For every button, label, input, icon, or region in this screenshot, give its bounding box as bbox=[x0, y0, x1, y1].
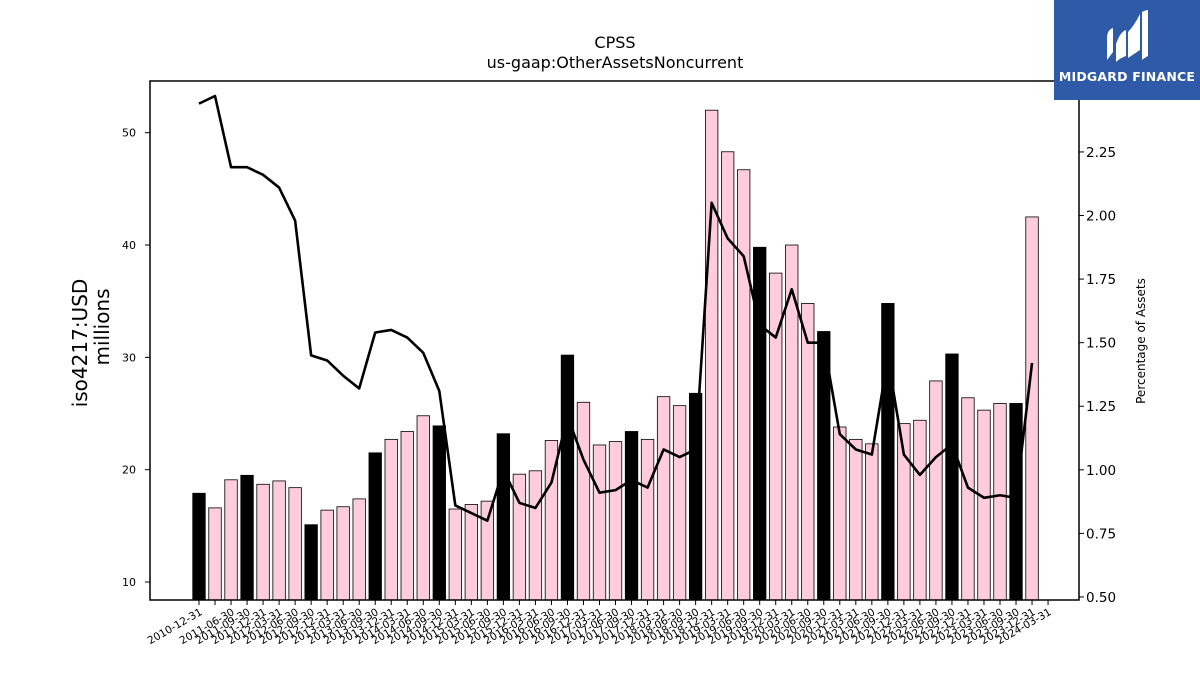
bar bbox=[560, 354, 575, 601]
midgard-m-logo-icon bbox=[1107, 10, 1148, 62]
y2-tick-label: 2.00 bbox=[1086, 209, 1116, 225]
bar bbox=[737, 169, 751, 601]
bar bbox=[496, 433, 511, 601]
y-tick-label: 30 bbox=[122, 351, 136, 364]
bar bbox=[272, 480, 286, 601]
bar bbox=[1009, 403, 1023, 601]
y-axis-right: 0.50 0.75 1.00 1.25 1.50 1.75 2.00 2.25 bbox=[1079, 145, 1116, 606]
bar bbox=[256, 483, 270, 601]
bar bbox=[945, 353, 959, 601]
bar bbox=[288, 487, 302, 601]
bar bbox=[224, 479, 238, 601]
y2-tick-label: 1.00 bbox=[1086, 463, 1116, 479]
bar bbox=[528, 470, 543, 601]
x-axis: 2010-12-312011-06-302011-09-302011-12-31… bbox=[146, 600, 1054, 647]
bar bbox=[448, 508, 462, 601]
bar bbox=[352, 498, 366, 601]
y-tick-label: 50 bbox=[122, 127, 136, 140]
y-tick-label: 10 bbox=[122, 576, 136, 589]
bar bbox=[480, 500, 495, 601]
y2-tick-label: 2.25 bbox=[1086, 145, 1116, 161]
series-line bbox=[198, 94, 1034, 522]
bar bbox=[849, 438, 863, 601]
bar bbox=[881, 303, 895, 601]
bar bbox=[929, 380, 943, 601]
bar bbox=[576, 401, 591, 601]
y2-tick-label: 0.50 bbox=[1086, 590, 1116, 606]
y2-tick-label: 1.50 bbox=[1086, 336, 1116, 352]
bar bbox=[592, 444, 607, 601]
y-tick-label: 40 bbox=[122, 239, 136, 252]
bar bbox=[977, 409, 991, 601]
bar bbox=[688, 392, 703, 601]
bar bbox=[833, 426, 847, 601]
bar bbox=[656, 396, 671, 601]
bar bbox=[608, 441, 623, 601]
bar bbox=[913, 419, 927, 601]
bar bbox=[993, 403, 1007, 601]
bar bbox=[865, 443, 879, 601]
bar bbox=[368, 452, 382, 601]
bar bbox=[785, 244, 799, 601]
bar bbox=[624, 431, 639, 601]
bar bbox=[753, 246, 767, 601]
bar bbox=[416, 415, 430, 601]
bar bbox=[192, 492, 206, 601]
bar bbox=[801, 303, 815, 601]
bar bbox=[704, 109, 719, 601]
bar bbox=[336, 506, 350, 601]
bar-series bbox=[192, 109, 1039, 601]
bar bbox=[672, 405, 687, 601]
y-axis-left: 10 20 30 40 50 bbox=[122, 127, 150, 589]
bar bbox=[640, 438, 655, 601]
y2-tick-label: 1.75 bbox=[1086, 272, 1116, 288]
bar bbox=[320, 509, 334, 601]
brand-name: MIDGARD FINANCE bbox=[1058, 69, 1196, 84]
y-axis-label-line1: iso4217:USD bbox=[68, 279, 92, 408]
brand-logo: MIDGARD FINANCE bbox=[1054, 0, 1200, 100]
y2-axis-label: Percentage of Assets bbox=[1134, 278, 1148, 404]
chart-subtitle: us-gaap:OtherAssetsNoncurrent bbox=[487, 53, 744, 72]
bar bbox=[961, 397, 975, 601]
chart-title: CPSS bbox=[594, 33, 635, 52]
bar bbox=[464, 504, 478, 601]
bar bbox=[384, 438, 398, 601]
bar bbox=[240, 474, 254, 601]
bar bbox=[721, 151, 735, 601]
y2-tick-label: 1.25 bbox=[1086, 399, 1116, 415]
bar bbox=[208, 507, 222, 601]
line-series bbox=[198, 94, 1034, 522]
y-axis-label-line2: millions bbox=[90, 288, 114, 365]
bar bbox=[304, 524, 318, 601]
bar bbox=[400, 431, 414, 601]
y-tick-label: 20 bbox=[122, 464, 136, 477]
plot-frame bbox=[149, 80, 1080, 601]
bar bbox=[432, 425, 446, 601]
y2-tick-label: 0.75 bbox=[1086, 526, 1116, 542]
